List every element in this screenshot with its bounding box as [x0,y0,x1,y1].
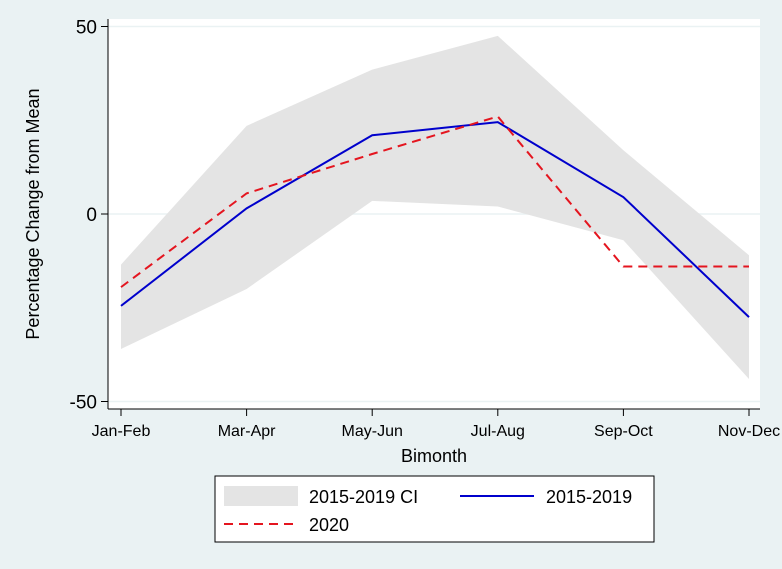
x-tick-label-mar-apr: Mar-Apr [218,423,276,440]
ci-band-2015-2019-ci [121,35,749,379]
legend-label-2015-2019: 2015-2019 [546,487,632,507]
legend-swatch-ci-band [224,486,298,506]
legend-box [214,475,655,543]
y-tick-label: -50 [70,393,97,414]
x-tick-label-sep-oct: Sep-Oct [594,423,653,440]
y-tick-label: 0 [86,205,97,226]
x-axis-ticks: Jan-Feb Mar-Apr May-Jun Jul-Aug Sep-Oct Nov-D… [92,409,780,440]
legend-label-ci-band: 2015-2019 CI [309,487,418,507]
series-lines [120,115,750,318]
y-axis-label: Percentage Change from Mean [23,88,43,339]
x-tick-label-jan-feb: Jan-Feb [92,423,151,440]
series-line-2020 [120,115,749,288]
y-tick-label: 50 [76,18,97,39]
ci-band-layer [121,35,749,379]
series-line-2015-2019 [120,121,750,318]
legend-label-2020: 2020 [309,515,349,535]
y-axis-ticks: -50 0 50 [70,18,108,414]
x-tick-label-nov-dec: Nov-Dec [718,423,780,440]
x-axis-label: Bimonth [401,446,467,466]
x-tick-label-jul-aug: Jul-Aug [471,423,525,440]
legend: 2015-2019 CI 2015-2019 2020 [214,475,655,543]
x-tick-label-may-jun: May-Jun [342,423,403,440]
